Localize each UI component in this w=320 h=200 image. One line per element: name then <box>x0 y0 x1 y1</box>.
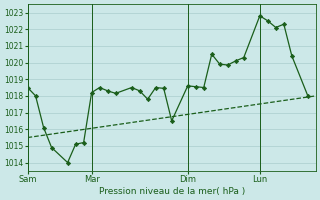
X-axis label: Pression niveau de la mer( hPa ): Pression niveau de la mer( hPa ) <box>99 187 245 196</box>
